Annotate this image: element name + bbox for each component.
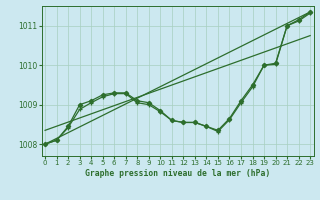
X-axis label: Graphe pression niveau de la mer (hPa): Graphe pression niveau de la mer (hPa) xyxy=(85,169,270,178)
